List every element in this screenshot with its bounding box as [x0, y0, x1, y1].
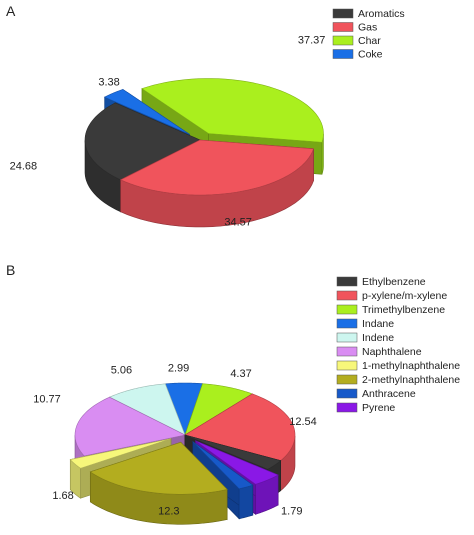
- legend-swatch-2-methylnaphthalene: [336, 374, 358, 385]
- legend-swatch-char: [332, 35, 354, 46]
- legend-label-coke: Coke: [358, 49, 383, 61]
- legend-label-anthracene: Anthracene: [362, 388, 416, 400]
- panel-label-b: B: [6, 262, 15, 278]
- legend-swatch-pyrene: [336, 402, 358, 413]
- legend-swatch-coke: [332, 49, 354, 59]
- data-label-aromatics: 24.68: [10, 161, 38, 173]
- pie-b-slices: [69, 382, 296, 525]
- legend-swatch-trimethylbenzene: [336, 304, 358, 315]
- legend-swatch-p-xylene-m-xylene: [336, 290, 358, 301]
- legend-label-aromatics: Aromatics: [358, 8, 405, 20]
- pie-a-data-labels: 24.68 34.57 37.37 3.38: [10, 35, 326, 229]
- legend-swatch-gas: [332, 22, 354, 32]
- data-label-ethylbenzene: 1.79: [281, 505, 302, 517]
- data-label-indene: 5.06: [111, 365, 132, 377]
- data-label-1-methylnaphthalene: 1.68: [52, 490, 73, 502]
- data-label-trimethylbenzene: 4.37: [230, 368, 251, 380]
- legend-label-gas: Gas: [358, 22, 377, 34]
- legend-swatch-indane: [336, 318, 358, 329]
- legend-label-indene: Indene: [362, 332, 394, 344]
- legend-swatch-anthracene: [336, 388, 358, 399]
- pie-a-slices: [84, 78, 324, 228]
- legend-label-ethylbenzene: Ethylbenzene: [362, 276, 426, 288]
- legend-label-pyrene: Pyrene: [362, 402, 395, 414]
- legend-label-naphthalene: Naphthalene: [362, 346, 422, 358]
- legend-swatch-1-methylnaphthalene: [336, 360, 358, 371]
- legend-label-p-xylene-m-xylene: p-xylene/m-xylene: [362, 290, 447, 302]
- legend-label-char: Char: [358, 35, 381, 47]
- pie-b-data-labels: 1.7912.544.372.995.0610.771.6812.31.252.…: [33, 362, 317, 517]
- legend-swatch-aromatics: [332, 8, 354, 19]
- legend-swatch-ethylbenzene: [336, 276, 358, 287]
- data-label-p-xylene-m-xylene: 12.54: [289, 416, 317, 428]
- data-label-indane: 2.99: [168, 362, 189, 374]
- legend-swatch-indene: [336, 332, 358, 343]
- data-label-char: 37.37: [298, 35, 326, 47]
- data-label-coke: 3.38: [98, 76, 119, 88]
- panel-label-a: A: [6, 3, 16, 19]
- pie-chart-b: B 1.7912.544.372.995.0610.771.6812.31.25…: [6, 262, 460, 525]
- legend-label-1-methylnaphthalene: 1-methylnaphthalene: [362, 360, 460, 372]
- slice-2-methylnaphthalene: [89, 441, 228, 525]
- data-label-naphthalene: 10.77: [33, 394, 61, 406]
- legend-b: Ethylbenzene p-xylene/m-xylene Trimethylbe…: [336, 276, 460, 414]
- legend-label-2-methylnaphthalene: 2-methylnaphthalene: [362, 374, 460, 386]
- slice-gas: [119, 139, 314, 228]
- legend-swatch-naphthalene: [336, 346, 358, 357]
- legend-label-trimethylbenzene: Trimethylbenzene: [362, 304, 445, 316]
- data-label-2-methylnaphthalene: 12.3: [158, 505, 179, 517]
- data-label-gas: 34.57: [224, 216, 252, 228]
- legend-label-indane: Indane: [362, 318, 394, 330]
